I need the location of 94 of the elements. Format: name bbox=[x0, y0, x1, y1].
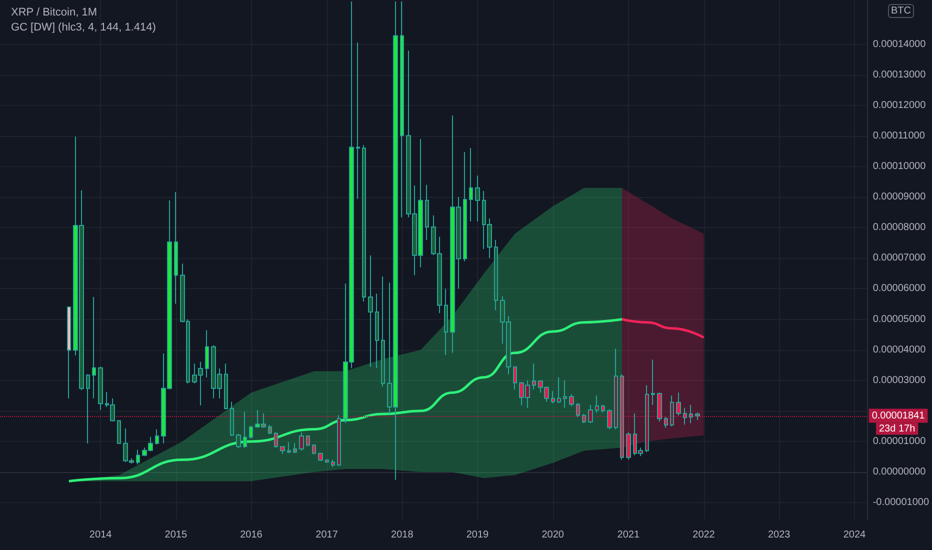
candlestick bbox=[287, 442, 291, 454]
candlestick bbox=[695, 412, 700, 421]
candlestick bbox=[588, 404, 593, 424]
candlestick bbox=[268, 424, 272, 434]
ref-line-label: 0.00001841 bbox=[872, 410, 926, 422]
candlestick bbox=[475, 175, 480, 222]
candlestick bbox=[67, 306, 71, 399]
candlestick bbox=[463, 152, 467, 262]
candlestick bbox=[551, 390, 555, 404]
candlestick bbox=[174, 192, 178, 304]
x-tick-label: 2017 bbox=[316, 530, 338, 540]
line-series bbox=[68, 318, 624, 482]
text: GC [DW] (hlc3, 4, 144, 1.414) bbox=[11, 22, 156, 34]
y-tick-label: 0.00010000 bbox=[872, 161, 926, 172]
candlestick bbox=[312, 444, 316, 455]
candlestick bbox=[299, 432, 304, 452]
candlestick bbox=[155, 428, 159, 446]
candlestick bbox=[86, 374, 90, 444]
candlestick bbox=[676, 392, 681, 416]
y-tick-label: 0.00001000 bbox=[872, 436, 926, 447]
candlestick bbox=[331, 459, 335, 468]
text: XRP / Bitcoin, 1M bbox=[11, 6, 97, 18]
y-tick-label: 0.00008000 bbox=[872, 222, 926, 234]
candlestick bbox=[651, 359, 655, 406]
x-tick-label: 2014 bbox=[89, 530, 112, 540]
candlestick bbox=[670, 395, 674, 427]
candlestick bbox=[595, 395, 599, 413]
candlestick bbox=[92, 296, 96, 399]
candlestick bbox=[601, 404, 605, 413]
candlestick bbox=[664, 416, 668, 428]
y-tick-label: 0.00005000 bbox=[872, 314, 926, 325]
candlestick bbox=[582, 413, 586, 424]
candlestick bbox=[626, 432, 631, 460]
candlestick bbox=[425, 184, 429, 240]
y-axis-title: BTC bbox=[891, 6, 911, 16]
candlestick bbox=[469, 148, 473, 222]
candlestick bbox=[620, 374, 624, 460]
y-tick-label: -0.00001000 bbox=[872, 497, 930, 508]
candlestick bbox=[563, 380, 567, 408]
y-tick-label: 0.00011000 bbox=[872, 130, 926, 142]
candlestick bbox=[362, 144, 366, 302]
candlestick bbox=[657, 392, 662, 422]
x-tick-label: 2019 bbox=[466, 530, 490, 540]
y-tick-label: 0.00003000 bbox=[872, 374, 926, 386]
candlestick bbox=[136, 449, 140, 465]
y-tick-label: 0.00004000 bbox=[872, 344, 926, 356]
candlestick bbox=[274, 432, 278, 448]
candlestick bbox=[243, 411, 247, 448]
candlestick bbox=[318, 452, 323, 462]
candlestick bbox=[375, 293, 379, 369]
y-tick-label: 0.00009000 bbox=[872, 192, 926, 203]
candlestick bbox=[306, 434, 310, 447]
candlestick bbox=[117, 420, 121, 444]
candlestick bbox=[224, 363, 228, 410]
candlestick bbox=[325, 458, 329, 464]
candlestick bbox=[444, 288, 448, 356]
candlestick bbox=[569, 394, 574, 407]
candlestick bbox=[645, 384, 649, 453]
candlestick bbox=[607, 408, 612, 430]
candlestick bbox=[532, 363, 536, 390]
candlestick bbox=[557, 376, 561, 404]
candlestick bbox=[280, 446, 285, 455]
candlestick bbox=[293, 442, 297, 454]
candlestick bbox=[513, 366, 517, 390]
candlestick bbox=[337, 414, 341, 466]
candlestick bbox=[356, 42, 360, 200]
x-tick-label: 2015 bbox=[164, 530, 188, 540]
candlestick bbox=[230, 401, 234, 436]
y-tick-label: 0.00014000 bbox=[872, 38, 926, 50]
candlestick bbox=[368, 254, 373, 368]
x-tick-label: 2024 bbox=[843, 530, 866, 540]
text: 23d 17h bbox=[879, 423, 916, 434]
y-tick-label: 0.00007000 bbox=[872, 252, 926, 264]
x-tick-label: 2022 bbox=[692, 530, 716, 540]
candlestick bbox=[614, 348, 618, 430]
candlestick bbox=[236, 433, 241, 449]
y-tick-label: 0.00012000 bbox=[872, 100, 926, 111]
y-tick-label: 0.00013000 bbox=[872, 69, 926, 80]
candlestick bbox=[249, 426, 253, 439]
y-tick-label: 0.00000000 bbox=[872, 466, 926, 478]
candlestick bbox=[689, 404, 693, 424]
candlestick bbox=[205, 330, 209, 378]
candlestick bbox=[576, 402, 580, 418]
x-tick-label: 2018 bbox=[391, 530, 414, 540]
candlestick bbox=[381, 276, 385, 387]
y-tick-label: 0.00006000 bbox=[872, 283, 926, 294]
x-tick-label: 2016 bbox=[240, 530, 263, 540]
candlestick bbox=[494, 239, 498, 311]
x-tick-label: 2020 bbox=[542, 530, 564, 540]
x-tick-label: 2021 bbox=[617, 530, 640, 540]
x-tick-label: 2023 bbox=[768, 530, 791, 540]
candlestick bbox=[98, 366, 103, 411]
line-series bbox=[620, 318, 705, 339]
candlestick bbox=[683, 407, 687, 426]
